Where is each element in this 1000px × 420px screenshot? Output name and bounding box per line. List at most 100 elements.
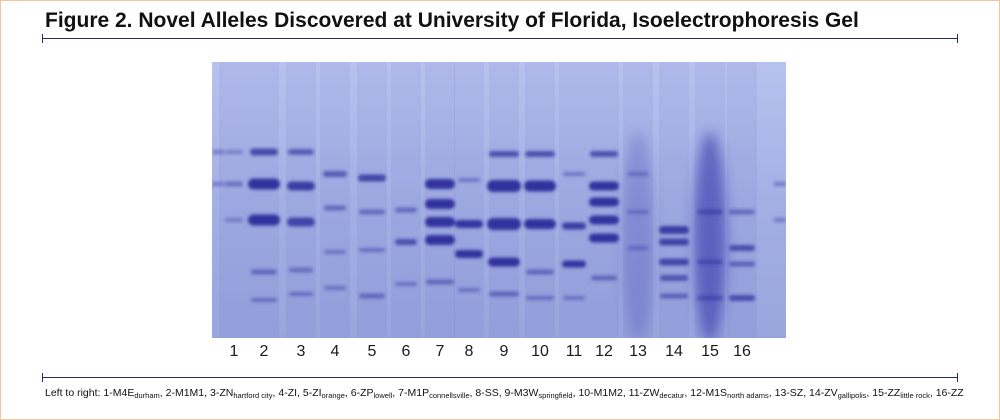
gel-band [729,209,755,215]
gel-band [425,235,455,245]
lane-number: 8 [464,343,474,360]
lane-number: 2 [259,343,269,360]
gel-band [590,151,618,157]
figure-caption: Left to right: 1-M4Edurham, 2-M1M1, 3-ZN… [45,387,964,400]
gel-band [627,210,649,214]
caption-lane-entry: 4-ZI [278,387,298,399]
caption-lane-entry: 15-ZZlittle rock [872,387,930,400]
gel-band [487,180,521,192]
caption-lane-entry: 8-SS [475,387,499,399]
gel-illustration [212,62,786,338]
gel-band [627,172,649,176]
bottom-rule [42,373,958,382]
gel-band [289,292,313,296]
lane-streak [454,62,484,338]
gel-band [729,245,755,251]
gel-band [525,151,555,157]
gel-band [697,259,723,265]
gel-band [212,182,224,186]
lane-number: 12 [595,343,613,360]
lane-streak [286,62,316,338]
gel-band [251,298,277,302]
gel-band [248,214,280,226]
gel-band [659,226,689,234]
gel-band [487,218,521,230]
lane-number: 15 [701,343,719,360]
gel-band [660,275,688,281]
gel-band [589,215,619,225]
gel-band [659,238,689,246]
gel-band [562,222,586,230]
gel-band [324,205,346,211]
lane-number: 11 [565,343,583,360]
gel-band [489,291,519,297]
lane-number: 13 [629,343,647,360]
gel-band [425,199,455,209]
gel-band [488,257,520,267]
gel-band [660,293,688,299]
gel-band [489,151,519,157]
gel-band [524,180,556,192]
lane-streak [219,62,249,338]
lane-number: 14 [665,343,683,360]
gel-band [697,209,723,215]
gel-band [591,275,617,281]
top-rule [42,34,958,43]
gel-band [563,296,585,300]
gel-band [458,178,480,182]
gel-band [524,219,556,229]
caption-lane-entry: 1-M4Edurham [103,387,160,400]
gel-band [729,261,755,267]
lane-streak [659,62,689,338]
gel-band [324,286,346,290]
gel-band [563,172,585,176]
gel-band [288,149,314,155]
lane-streak [249,62,279,338]
lane-streak [559,62,589,338]
gel-band [287,181,315,191]
gel-band [395,239,417,245]
gel-band [359,293,385,299]
caption-lane-entry: 12-M1Snorth adams [690,387,769,400]
lane-numbers: 1 2 3 4 5 6 7 8 9 10 11 12 13 14 15 16 [212,343,786,365]
lane-number: 7 [435,343,445,360]
lane-smear [694,132,726,338]
lane-streak [357,62,387,338]
gel-band [225,181,243,187]
gel-band [526,269,554,275]
lane-number: 1 [229,343,239,360]
caption-lane-entry: 11-ZWdecatur [628,387,685,400]
gel-band [589,233,619,243]
gel-band [324,250,346,254]
lane-number: 4 [330,343,340,360]
lane-number: 6 [401,343,411,360]
lane-number: 9 [499,343,509,360]
gel-band [395,207,417,213]
lane-streak [525,62,555,338]
gel-band [323,171,347,177]
gel-band [455,250,483,258]
gel-band [589,197,619,207]
caption-lane-entry: 7-M1Pconnellsville [398,387,470,400]
lane-number: 16 [733,343,751,360]
lane-smear [622,132,654,338]
gel-band [395,282,417,286]
lane-streak [391,62,421,338]
gel-band [225,218,243,222]
figure-title: Figure 2. Novel Alleles Discovered at Un… [45,9,859,32]
gel-band [774,218,786,222]
caption-lane-entry: 3-ZNhartford city [209,387,273,400]
gel-band [359,248,385,252]
lane-number: 10 [531,343,549,360]
gel-band [425,179,455,189]
caption-lane-entry: 14-ZVgallipolis [809,387,867,400]
gel-band [458,288,480,292]
gel-band [455,220,483,228]
caption-lane-entry: 10-M1M2 [578,387,623,399]
gel-band [212,150,224,154]
gel-band [425,217,455,227]
caption-lane-entry: 16-ZZ [935,387,964,399]
gel-band [289,267,313,273]
lane-streak [727,62,757,338]
lane-number: 5 [367,343,377,360]
